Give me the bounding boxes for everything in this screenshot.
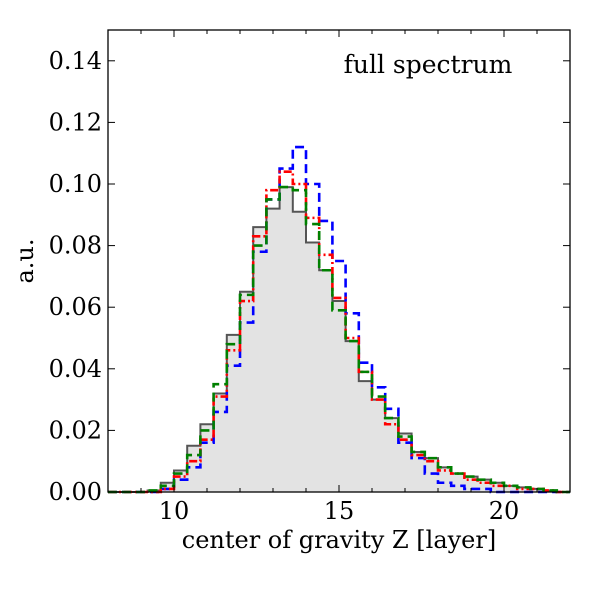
- x-tick-label: 20: [489, 497, 520, 525]
- y-tick-label: 0.14: [49, 47, 102, 75]
- y-axis-label: a.u.: [11, 238, 39, 283]
- x-axis-label: center of gravity Z [layer]: [182, 526, 496, 554]
- y-tick-label: 0.10: [49, 170, 102, 198]
- series-3-line: [108, 185, 570, 494]
- series-0-fill: [108, 187, 570, 492]
- annotation-full-spectrum: full spectrum: [344, 50, 513, 79]
- series-1-line: [108, 145, 570, 494]
- series-2-line: [108, 170, 570, 494]
- y-tick-label: 0.04: [49, 355, 102, 383]
- y-tick-label: 0.02: [49, 416, 102, 444]
- tick-group: 10 15 20 0.00 0.02 0.04 0.06 0.08 0.10 0.12 0.14: [49, 30, 571, 525]
- y-tick-label: 0.12: [49, 108, 102, 136]
- x-tick-label: 10: [159, 497, 190, 525]
- series-group: [108, 145, 570, 494]
- y-tick-label: 0.00: [49, 478, 102, 506]
- x-tick-label: 15: [324, 497, 355, 525]
- y-tick-label: 0.06: [49, 293, 102, 321]
- y-tick-label: 0.08: [49, 232, 102, 260]
